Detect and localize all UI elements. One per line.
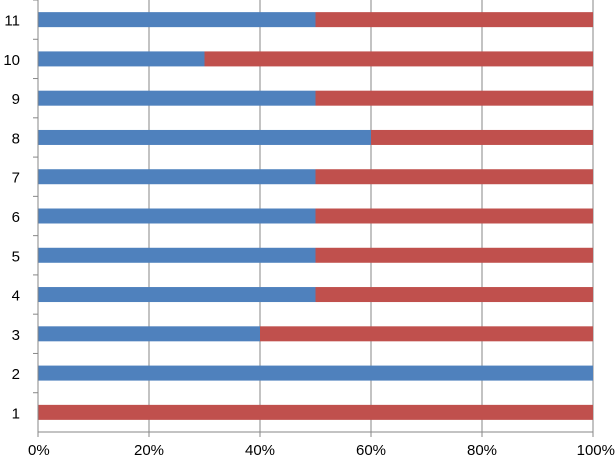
y-tick-label: 7 [12, 170, 20, 187]
x-tick-label: 40% [245, 442, 275, 459]
y-tick-label: 8 [12, 130, 20, 147]
y-tick-label: 4 [12, 288, 20, 305]
bar-8-series-1 [38, 129, 371, 145]
y-tick-label: 3 [12, 327, 20, 344]
bar-5-series-1 [38, 247, 316, 263]
x-tick-label: 100% [577, 442, 615, 459]
bar-6-series-2 [315, 208, 593, 224]
bar-9-series-1 [38, 90, 316, 106]
bar-2-series-1 [38, 365, 593, 381]
bars [38, 12, 593, 420]
bar-3-series-2 [260, 326, 593, 342]
bar-5-series-2 [315, 247, 593, 263]
tick-labels: 0% 20% 40% 60% 80% 100% 1 2 3 4 5 6 7 8 9 10 11 [3, 13, 615, 459]
x-tick-label: 60% [356, 442, 386, 459]
bar-1-series-2 [38, 404, 593, 420]
bar-4-series-2 [315, 287, 593, 303]
bar-11-series-1 [38, 12, 316, 28]
bar-8-series-2 [371, 129, 593, 145]
bar-11-series-2 [315, 12, 593, 28]
y-tick-label: 10 [3, 52, 20, 69]
bar-7-series-2 [315, 169, 593, 185]
y-tick-label: 5 [12, 248, 20, 265]
bar-4-series-1 [38, 287, 316, 303]
y-tick-label: 2 [12, 366, 20, 383]
bar-9-series-2 [315, 90, 593, 106]
y-tick-label: 1 [12, 405, 20, 422]
bar-10-series-2 [204, 51, 593, 67]
bar-3-series-1 [38, 326, 260, 342]
x-tick-label: 80% [467, 442, 497, 459]
x-tick-label: 20% [134, 442, 164, 459]
y-tick-label: 11 [4, 13, 20, 30]
x-tick-label: 0% [28, 442, 50, 459]
bar-10-series-1 [38, 51, 205, 67]
y-tick-label: 6 [12, 209, 20, 226]
bar-6-series-1 [38, 208, 316, 224]
axes [33, 0, 594, 437]
bar-7-series-1 [38, 169, 316, 185]
y-tick-label: 9 [12, 91, 20, 108]
